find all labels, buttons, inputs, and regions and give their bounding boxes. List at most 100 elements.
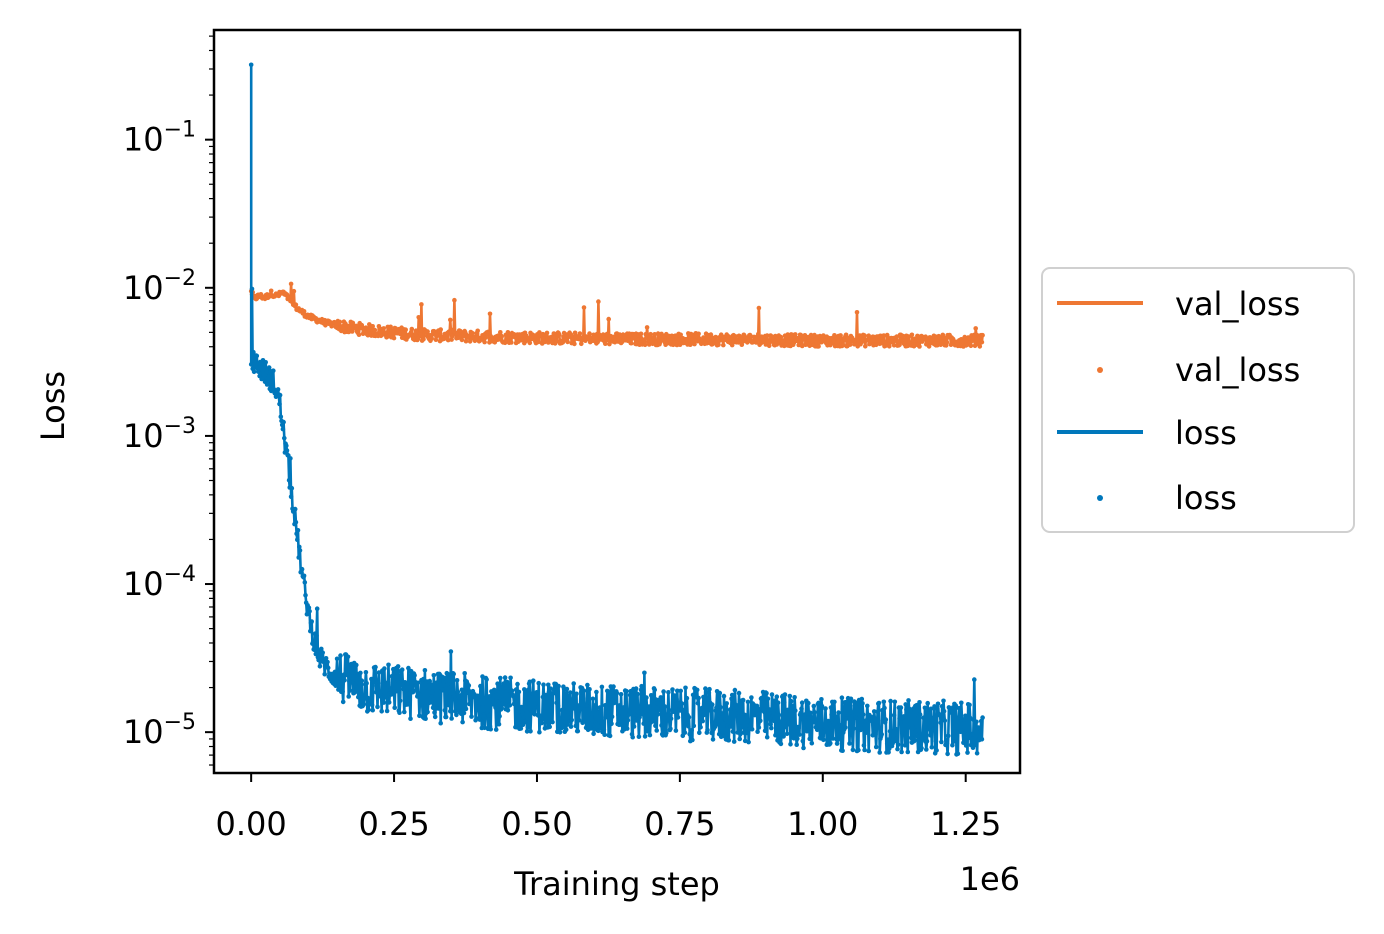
val-loss-point — [509, 340, 514, 345]
val-loss-point — [414, 329, 419, 334]
loss-point — [860, 712, 866, 717]
loss-point — [655, 712, 661, 717]
loss-point — [706, 690, 712, 696]
loss-point — [895, 742, 901, 747]
loss-point — [323, 656, 329, 661]
loss-point — [731, 739, 737, 744]
loss-point — [793, 708, 798, 713]
loss-point — [910, 724, 915, 729]
loss-point — [935, 706, 940, 712]
loss-point — [963, 713, 968, 719]
loss-point — [837, 735, 843, 741]
x-tick-label: 0.00 — [216, 805, 287, 843]
val-loss-point — [842, 337, 847, 343]
loss-point — [340, 699, 346, 705]
y-tick-label: 10−2 — [123, 266, 196, 307]
loss-point — [455, 689, 461, 695]
loss-point — [394, 688, 400, 694]
loss-point — [862, 747, 867, 753]
loss-point — [607, 691, 612, 696]
y-tick-label: 10−1 — [123, 118, 196, 159]
loss-point — [497, 714, 502, 719]
val-loss-point — [683, 337, 689, 342]
loss-point — [438, 720, 444, 726]
loss-point — [725, 723, 730, 729]
loss-point — [858, 726, 864, 731]
loss-point — [778, 741, 784, 747]
loss-point — [632, 712, 638, 717]
loss-point — [893, 726, 899, 732]
loss-point — [819, 697, 824, 702]
loss-point — [527, 679, 533, 685]
loss-point — [963, 743, 969, 748]
loss-point — [828, 705, 834, 710]
loss-point — [499, 705, 505, 711]
loss-point — [917, 712, 923, 717]
loss-point — [681, 709, 687, 714]
loss-point — [762, 709, 767, 715]
loss-point — [571, 681, 576, 686]
loss-point — [379, 709, 385, 714]
loss-point — [716, 700, 721, 706]
loss-point — [727, 707, 733, 712]
loss-point — [658, 695, 664, 700]
loss-point — [301, 573, 307, 579]
loss-point — [425, 709, 430, 715]
loss-point — [559, 707, 565, 713]
loss-point — [688, 731, 694, 737]
val-loss-point — [425, 329, 430, 334]
loss-point — [769, 692, 775, 697]
val-loss-point — [429, 336, 435, 341]
loss-point — [700, 718, 705, 724]
val-loss-point — [902, 337, 908, 343]
loss-point — [519, 704, 524, 710]
loss-point — [734, 704, 739, 710]
val-loss-point — [906, 334, 911, 339]
loss-point — [849, 732, 855, 737]
loss-point — [304, 611, 310, 617]
val-loss-point — [467, 339, 473, 344]
loss-point — [737, 736, 742, 742]
loss-point — [385, 680, 391, 685]
loss-point — [440, 687, 446, 693]
loss-point — [823, 706, 828, 711]
loss-point — [565, 693, 571, 699]
loss-point — [974, 750, 980, 756]
val-loss-point — [980, 332, 985, 338]
val-loss-point — [977, 344, 983, 349]
loss-point — [879, 732, 884, 737]
val-loss-point — [873, 342, 879, 348]
loss-point — [749, 726, 755, 732]
loss-point — [581, 696, 586, 701]
loss-point — [609, 714, 615, 719]
loss-point — [917, 700, 922, 705]
loss-point — [263, 360, 269, 365]
loss-point — [942, 718, 948, 723]
loss-point — [974, 719, 979, 725]
loss-point — [297, 544, 302, 550]
loss-point — [601, 727, 607, 732]
loss-point — [421, 676, 426, 682]
val-loss-point — [288, 281, 294, 287]
loss-point — [405, 702, 411, 707]
loss-point — [702, 698, 707, 704]
loss-point — [954, 732, 960, 738]
loss-point — [875, 709, 880, 714]
val-loss-point — [291, 288, 297, 294]
loss-point — [675, 688, 680, 694]
loss-point — [635, 691, 640, 697]
loss-point — [363, 670, 369, 675]
loss-point — [792, 695, 797, 700]
val-loss-point — [401, 331, 406, 337]
loss-point — [588, 726, 594, 731]
loss-point — [557, 716, 562, 721]
val-loss-point — [499, 334, 505, 339]
loss-point — [629, 693, 634, 698]
loss-point — [546, 682, 551, 688]
loss-point — [430, 689, 435, 694]
loss-point — [345, 654, 351, 660]
loss-point — [795, 736, 800, 741]
loss-point — [341, 672, 347, 677]
loss-point — [764, 691, 769, 696]
loss-point — [624, 688, 629, 694]
